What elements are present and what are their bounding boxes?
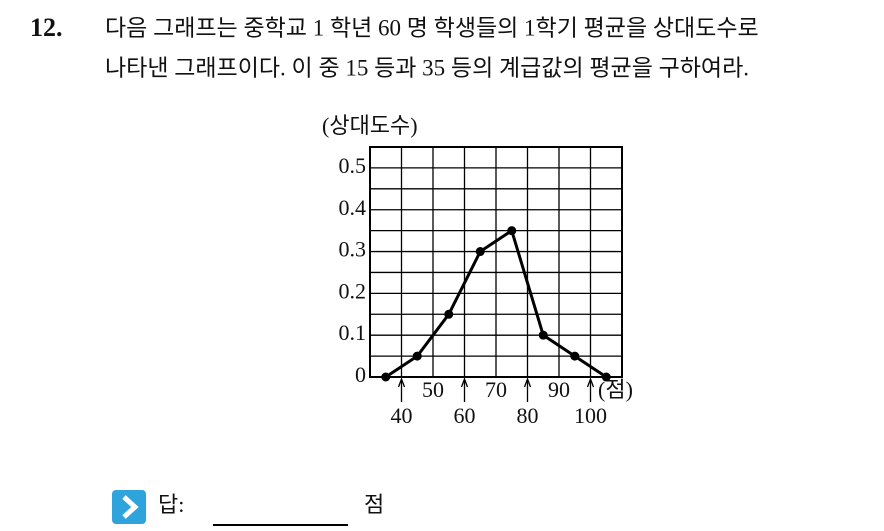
y-tick-label: 0.3 [339,237,367,262]
data-point [570,351,580,361]
y-tick-label: 0.2 [339,278,367,303]
y-tick-label: 0.1 [339,320,367,345]
x-tick-arrowhead [397,377,406,388]
data-point [475,247,485,257]
x-tick-label: 40 [391,403,413,428]
answer-unit: 점 [364,492,384,517]
data-point [538,330,548,340]
x-tick-label: 100 [574,403,607,428]
x-tick-label: 50 [422,377,444,402]
x-tick-label: 90 [548,377,570,402]
y-tick-label: 0.4 [339,195,367,220]
question-number: 12. [30,13,63,42]
x-tick-arrowhead [523,377,532,388]
x-tick-label: 60 [454,403,476,428]
data-line [384,228,608,379]
x-tick-label: 70 [485,377,507,402]
x-tick-arrowhead [586,377,595,388]
answer-icon [112,490,146,524]
x-tick-label: 80 [517,403,539,428]
y-axis-label: (상대도수) [322,113,418,138]
data-point [601,372,611,382]
x-tick-arrowhead [460,377,469,388]
answer-label: 답: [158,492,184,517]
y-tick-label: 0 [355,362,366,387]
data-point [444,309,454,319]
data-point [381,372,391,382]
data-point [507,226,517,236]
question-line: 다음 그래프는 중학교 1 학년 60 명 학생들의 1학기 평균을 상대도수로 [105,15,759,40]
answer-icon-arrow [122,495,139,519]
question-line: 나타낸 그래프이다. 이 중 15 등과 35 등의 계급값의 평균을 구하여라… [105,55,749,80]
data-point [412,351,422,361]
y-tick-label: 0.5 [339,153,367,178]
x-axis-unit: (점) [598,377,633,402]
plot-frame [369,146,623,378]
